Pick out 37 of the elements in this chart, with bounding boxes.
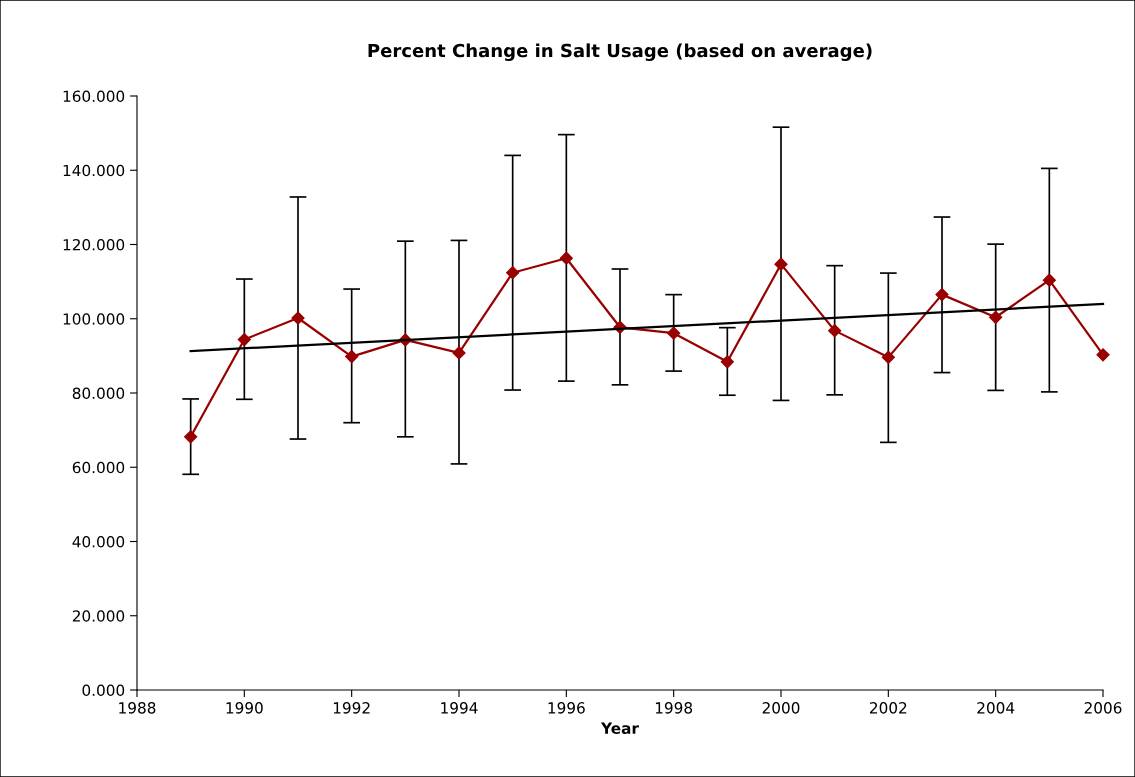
point <box>667 326 681 340</box>
y-tick-label: 140.000 <box>63 164 125 177</box>
point <box>1042 273 1056 287</box>
point <box>720 355 734 369</box>
y-tick-label: 80.000 <box>72 387 125 400</box>
point <box>452 346 466 360</box>
chart-title: Percent Change in Salt Usage (based on average) <box>368 43 872 62</box>
point <box>935 288 949 302</box>
y-tick-label: 160.000 <box>63 90 125 103</box>
point <box>828 324 842 338</box>
point <box>237 332 251 347</box>
x-tick-label: 1990 <box>226 702 263 714</box>
point <box>989 310 1003 324</box>
y-tick-label: 100.000 <box>63 313 125 325</box>
x-tick-label: 1998 <box>655 702 693 714</box>
x-tick-label: 2004 <box>977 702 1015 714</box>
point <box>881 350 895 364</box>
point <box>774 257 788 271</box>
x-tick-label: 1996 <box>548 702 585 714</box>
x-tick-label: 2006 <box>1084 702 1122 714</box>
y-tick-label: 0.000 <box>82 684 125 697</box>
y-tick-label: 120.000 <box>63 238 125 251</box>
x-tick-label: 1992 <box>333 702 370 714</box>
point <box>506 266 520 280</box>
point <box>1096 348 1110 362</box>
point <box>559 251 573 265</box>
x-axis-title: Year <box>600 722 639 734</box>
x-tick-label: 1988 <box>119 702 156 714</box>
x-tick-label: 1994 <box>441 702 478 714</box>
x-tick-label: 2000 <box>762 702 800 714</box>
y-tick-label: 20.000 <box>72 610 125 622</box>
point <box>345 350 359 364</box>
x-tick-label: 2002 <box>870 702 907 714</box>
y-tick-label: 60.000 <box>72 461 125 474</box>
point <box>184 430 198 444</box>
y-tick-label: 40.000 <box>72 535 125 548</box>
point <box>291 311 305 325</box>
